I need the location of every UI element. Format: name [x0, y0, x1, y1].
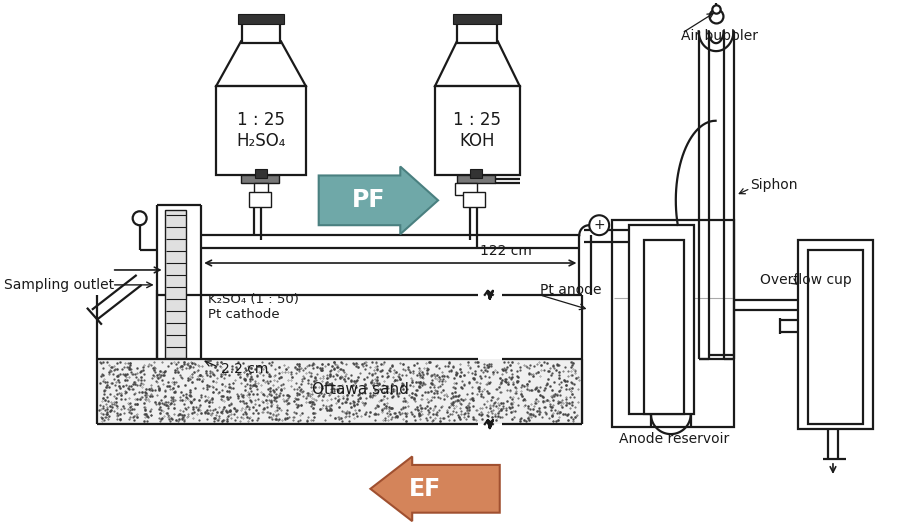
Text: PF: PF [352, 188, 385, 212]
Polygon shape [216, 41, 306, 86]
Bar [435, 86, 519, 175]
Bar [612, 220, 733, 427]
Text: 1 : 25
KOH: 1 : 25 KOH [453, 111, 501, 150]
Bar [798, 240, 873, 429]
Bar [463, 192, 485, 208]
Text: Sampling outlet: Sampling outlet [4, 278, 114, 292]
Bar [457, 21, 497, 43]
Bar [457, 175, 495, 183]
Polygon shape [435, 41, 519, 86]
Bar [453, 14, 500, 24]
Bar [808, 250, 863, 424]
Text: 1 : 25
H₂SO₄: 1 : 25 H₂SO₄ [237, 111, 285, 150]
Text: K₂SO₄ (1 : 50): K₂SO₄ (1 : 50) [208, 294, 299, 306]
Text: Air bubbler: Air bubbler [680, 29, 758, 43]
Circle shape [590, 215, 609, 235]
Bar [470, 168, 482, 178]
Bar [97, 360, 584, 424]
Text: 122 cm: 122 cm [480, 244, 532, 258]
Bar [249, 192, 271, 208]
Bar [238, 14, 284, 24]
Bar [255, 168, 267, 178]
Text: Pt cathode: Pt cathode [208, 308, 280, 321]
Text: Pt anode: Pt anode [539, 283, 601, 297]
FancyArrow shape [371, 457, 500, 521]
Bar [242, 21, 280, 43]
Text: Siphon: Siphon [751, 178, 798, 192]
Bar [241, 175, 279, 183]
Circle shape [132, 211, 147, 225]
Text: EF: EF [409, 477, 441, 501]
Text: 2.2 cm: 2.2 cm [221, 362, 268, 376]
Bar [629, 225, 694, 414]
Text: Anode reservoir: Anode reservoir [619, 432, 729, 446]
Text: Overflow cup: Overflow cup [760, 273, 852, 287]
Text: $+$: $+$ [593, 218, 606, 232]
Bar [455, 183, 477, 195]
Bar [644, 240, 684, 414]
Bar [254, 183, 268, 195]
Text: Ottawa sand: Ottawa sand [312, 382, 409, 397]
FancyArrow shape [319, 166, 438, 234]
Bar [216, 86, 306, 175]
Bar [165, 210, 186, 357]
